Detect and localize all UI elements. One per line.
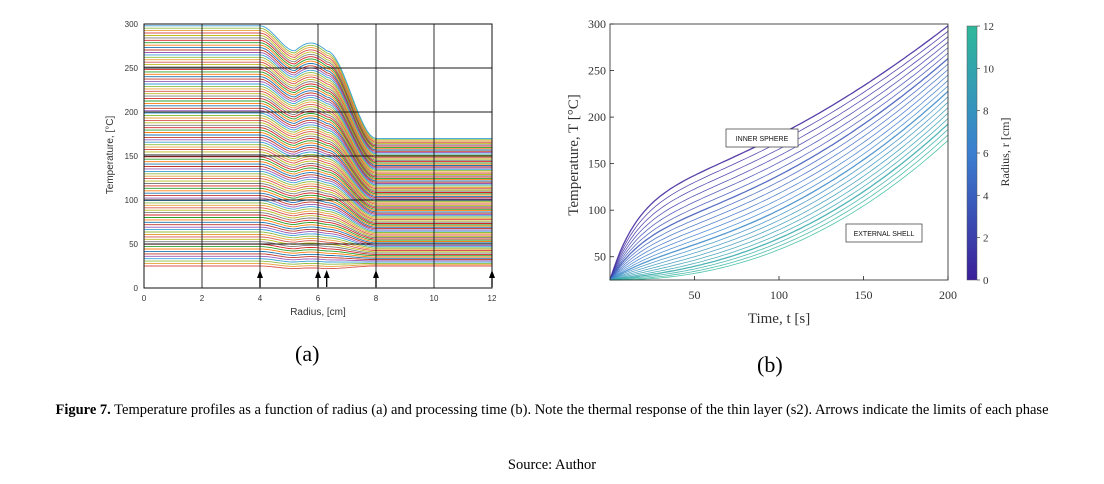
temperature-time-series-line [609, 52, 949, 281]
colorbar-tick-label: 8 [983, 106, 989, 118]
chart-a-ytick-label: 0 [134, 284, 139, 293]
chart-b-ytick-label: 200 [588, 110, 606, 124]
temperature-time-series-line [609, 134, 949, 281]
temperature-time-series-line [609, 41, 949, 281]
colorbar-tick-label: 2 [983, 233, 989, 245]
colorbar-tick-label: 4 [983, 190, 989, 202]
colorbar-tick-label: 10 [983, 63, 995, 75]
temperature-time-series-line [609, 69, 949, 281]
colorbar-tick-label: 6 [983, 148, 989, 160]
temperature-time-series-line [609, 112, 949, 281]
chart-a-xtick-label: 10 [430, 294, 439, 303]
temperature-time-series-line [609, 129, 949, 281]
temperature-time-series-line [609, 85, 949, 281]
chart-b-series [609, 25, 949, 281]
chart-a-xlabel: Radius, [cm] [290, 307, 346, 318]
temperature-time-series-line [609, 63, 949, 281]
chart-a-plot-frame [143, 23, 493, 289]
chart-a-ytick-label: 300 [125, 20, 139, 29]
colorbar-tick-label: 0 [983, 275, 989, 287]
figure-caption: Figure 7. Temperature profiles as a func… [10, 401, 1094, 419]
temperature-time-series-line [609, 74, 949, 281]
chart-a-ytick-label: 200 [125, 108, 139, 117]
colorbar-label: Radius, r [cm] [998, 118, 1012, 187]
chart-a-phase-arrows [257, 270, 495, 287]
chart-a-ytick-label: 50 [129, 240, 138, 249]
chart-b-xtick-label: 100 [770, 288, 788, 302]
temperature-time-series-line [609, 36, 949, 281]
temperature-time-series-line [609, 80, 949, 281]
colorbar [966, 25, 978, 281]
chart-b-ytick-label: 150 [588, 157, 606, 171]
chart-b-ytick-label: 250 [588, 64, 606, 78]
temperature-time-series-line [609, 123, 949, 281]
chart-a-ytick-label: 100 [125, 196, 139, 205]
chart-b-xtick-label: 50 [689, 288, 701, 302]
caption-text: Temperature profiles as a function of ra… [114, 402, 1049, 418]
chart-a-xtick-label: 6 [316, 294, 321, 303]
chart-a-xtick-label: 4 [258, 294, 263, 303]
temperature-time-series-line [609, 118, 949, 281]
chart-b-ylabel: Temperature, T [°C] [566, 94, 582, 215]
temperature-time-series-line [610, 140, 949, 281]
inner-sphere-annotation: INNER SPHERE [725, 128, 799, 148]
chart-b-xtick-label: 200 [939, 288, 957, 302]
phase-limit-arrow-head [257, 270, 263, 278]
chart-b-xlabel: Time, t [s] [748, 311, 810, 327]
chart-a-ytick-label: 250 [125, 64, 139, 73]
temperature-time-series-line [609, 101, 949, 281]
phase-limit-arrow-head [489, 270, 495, 278]
chart-b-xtick-label: 150 [855, 288, 873, 302]
external-shell-annotation: EXTERNAL SHELL [845, 223, 923, 243]
chart-a-xtick-label: 8 [374, 294, 379, 303]
subfigure-label-a: (a) [295, 341, 320, 366]
figure-source: Source: Author [507, 457, 597, 473]
subfigure-label-b: (b) [757, 352, 783, 377]
temperature-time-series-line [609, 58, 949, 281]
external-shell-label: EXTERNAL SHELL [854, 231, 915, 238]
temperature-time-series-line [609, 90, 949, 281]
chart-b-ytick-label: 100 [588, 203, 606, 217]
temperature-time-series-line [609, 47, 949, 281]
chart-b-ticks: 50 100 150 200 50 100 150 200 250 300 [588, 17, 957, 302]
phase-limit-arrow-head [315, 270, 321, 278]
phase-limit-arrow-head [323, 270, 330, 278]
chart-a-xtick-label: 2 [200, 294, 205, 303]
chart-a: 0 2 4 6 8 10 12 0 50 100 150 200 250 300 Radius, [cm]… [105, 20, 497, 318]
chart-b-ytick-label: 300 [588, 17, 606, 31]
colorbar-ticks: 0 2 4 6 8 10 12 [977, 21, 995, 287]
chart-a-xtick-label: 0 [142, 294, 147, 303]
chart-a-ytick-label: 150 [125, 152, 139, 161]
caption-lead: Figure 7. [55, 402, 111, 418]
chart-a-ylabel: Temperature, [°C] [105, 116, 116, 195]
chart-b-ytick-label: 50 [594, 250, 606, 264]
phase-limit-arrow-head [373, 270, 379, 278]
chart-a-xtick-label: 12 [488, 294, 497, 303]
chart-a-ticks: 0 2 4 6 8 10 12 0 50 100 150 200 250 300 [125, 20, 497, 303]
temperature-time-series-line [609, 107, 949, 281]
inner-sphere-label: INNER SPHERE [736, 136, 789, 143]
temperature-time-series-line [609, 96, 949, 281]
colorbar-tick-label: 12 [983, 21, 994, 33]
chart-a-grid [143, 23, 493, 289]
